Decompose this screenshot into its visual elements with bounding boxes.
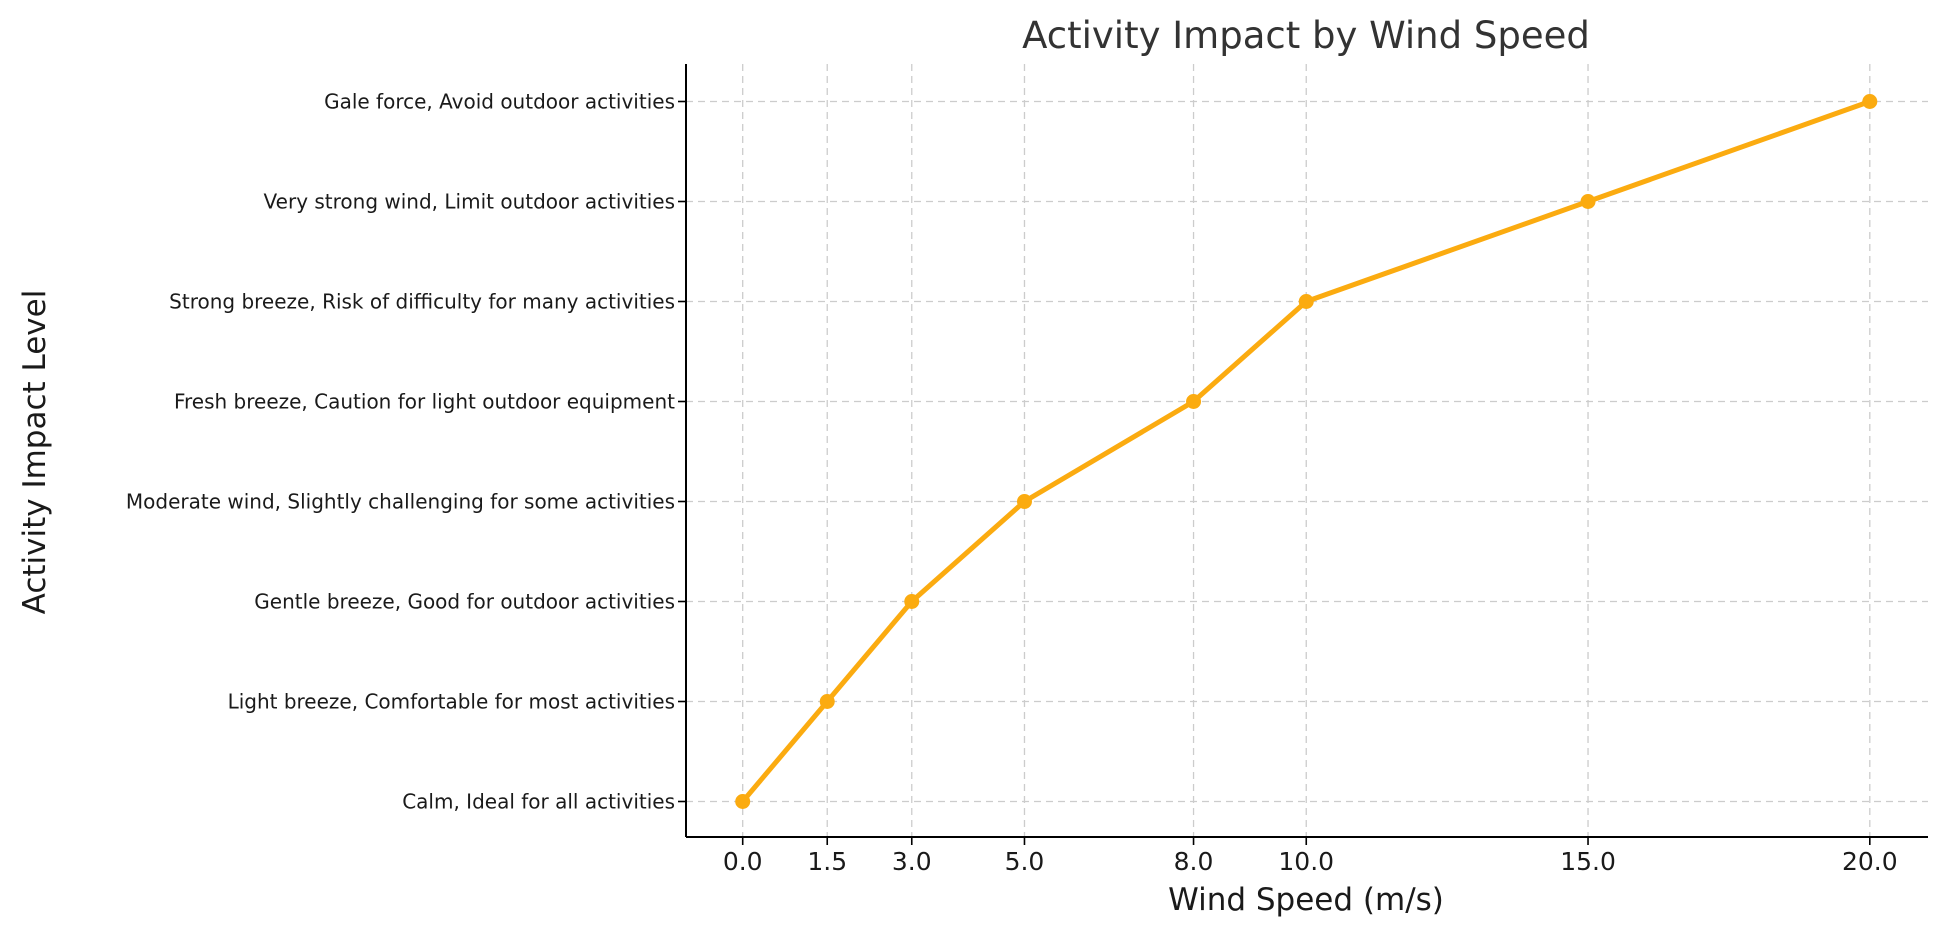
data-point <box>1186 394 1202 409</box>
y-tick-label: Light breeze, Comfortable for most activ… <box>228 690 675 714</box>
data-point <box>904 594 920 609</box>
y-tick-label: Strong breeze, Risk of difficulty for ma… <box>169 290 675 314</box>
y-tick-label: Fresh breeze, Caution for light outdoor … <box>174 390 675 414</box>
y-tick-label: Gale force, Avoid outdoor activities <box>324 90 675 114</box>
grid-layer <box>686 64 1928 837</box>
series-line <box>740 99 1873 804</box>
x-tick-label: 0.0 <box>723 847 763 876</box>
x-axis-label: Wind Speed (m/s) <box>1168 882 1444 918</box>
x-tick-label: 15.0 <box>1560 847 1616 876</box>
x-tick-label: 8.0 <box>1174 847 1214 876</box>
series-layer <box>735 94 1878 809</box>
data-point <box>735 794 751 809</box>
data-point <box>1862 94 1878 109</box>
data-point <box>1016 494 1032 509</box>
x-tick-label: 3.0 <box>892 847 932 876</box>
x-tick-label: 5.0 <box>1005 847 1045 876</box>
data-point <box>819 694 835 709</box>
y-tick-label: Gentle breeze, Good for outdoor activiti… <box>254 590 675 614</box>
y-axis-label: Activity Impact Level <box>17 290 53 615</box>
y-tick-label: Very strong wind, Limit outdoor activiti… <box>264 190 675 214</box>
y-tick-label: Calm, Ideal for all activities <box>402 790 675 814</box>
x-tick-label: 1.5 <box>807 847 847 876</box>
y-tick-label: Moderate wind, Slightly challenging for … <box>126 490 675 514</box>
x-tick-label: 10.0 <box>1278 847 1334 876</box>
ticks-layer: 0.0 1.5 3.0 5.0 8.0 10.0 15.0 20.0 Calm, Ideal f… <box>126 90 1898 877</box>
axes-layer <box>685 64 1928 838</box>
chart-title: Activity Impact by Wind Speed <box>1022 14 1590 57</box>
data-point <box>1580 194 1596 209</box>
data-point <box>1298 294 1314 309</box>
x-tick-label: 20.0 <box>1842 847 1898 876</box>
